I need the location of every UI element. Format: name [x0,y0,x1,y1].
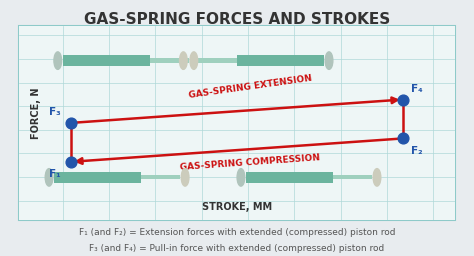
Bar [333,175,372,179]
Ellipse shape [181,169,189,186]
Point [67,121,75,125]
Text: GAS-SPRING FORCES AND STROKES: GAS-SPRING FORCES AND STROKES [84,12,390,27]
Text: GAS-SPRING COMPRESSION: GAS-SPRING COMPRESSION [180,153,320,172]
Bar [198,58,237,63]
Text: GAS-SPRING EXTENSION: GAS-SPRING EXTENSION [188,73,312,100]
Text: F₄: F₄ [411,84,423,94]
Ellipse shape [373,169,381,186]
FancyBboxPatch shape [19,26,455,220]
Text: F₁ (and F₂) = Extension forces with extended (compressed) piston rod: F₁ (and F₂) = Extension forces with exte… [79,228,395,237]
Ellipse shape [45,169,53,186]
Bar [150,58,189,63]
Bar [246,172,333,183]
Text: F₃: F₃ [49,107,61,117]
Point [399,136,407,141]
Bar [237,55,324,67]
Ellipse shape [180,52,187,69]
Text: F₃ (and F₄) = Pull-in force with extended (compressed) piston rod: F₃ (and F₄) = Pull-in force with extende… [90,244,384,253]
Ellipse shape [325,52,333,69]
Text: F₂: F₂ [411,146,423,156]
Text: F₁: F₁ [49,169,61,179]
Bar [141,175,180,179]
Point [399,98,407,102]
Ellipse shape [190,52,198,69]
Bar [63,55,150,67]
Text: FORCE, N: FORCE, N [31,87,41,139]
Text: STROKE, MM: STROKE, MM [202,202,272,212]
Bar [54,172,141,183]
Point [67,160,75,164]
Ellipse shape [237,169,245,186]
Ellipse shape [54,52,62,69]
